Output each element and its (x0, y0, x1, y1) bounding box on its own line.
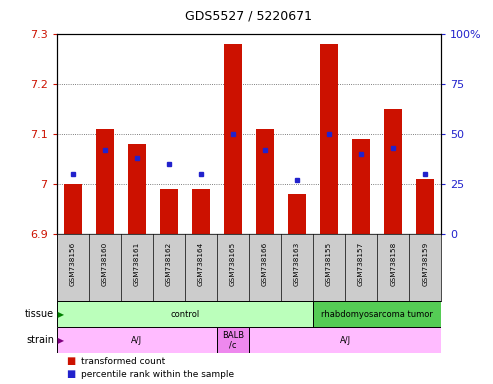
Text: control: control (170, 310, 200, 319)
Text: GSM738156: GSM738156 (70, 242, 76, 286)
Text: GSM738162: GSM738162 (166, 242, 172, 286)
Bar (57, 327, 217, 353)
Bar (352, 139, 370, 234)
Bar (217, 327, 249, 353)
Bar (160, 189, 177, 234)
Text: GSM738159: GSM738159 (422, 242, 428, 286)
Text: transformed count: transformed count (81, 357, 166, 366)
Text: BALB
/c: BALB /c (222, 331, 244, 350)
Text: percentile rank within the sample: percentile rank within the sample (81, 369, 235, 379)
Bar (313, 301, 441, 327)
Bar (256, 129, 274, 234)
Bar (64, 184, 81, 234)
Text: ▶: ▶ (55, 336, 64, 345)
Text: ■: ■ (67, 356, 79, 366)
Text: GSM738163: GSM738163 (294, 242, 300, 286)
Text: tissue: tissue (25, 309, 54, 319)
Text: GSM738158: GSM738158 (390, 242, 396, 286)
Text: GSM738164: GSM738164 (198, 242, 204, 286)
Bar (288, 194, 306, 234)
Text: GSM738165: GSM738165 (230, 242, 236, 286)
Text: GSM738160: GSM738160 (102, 242, 108, 286)
Bar (385, 109, 402, 234)
Bar (192, 189, 210, 234)
Text: strain: strain (26, 335, 54, 345)
Text: A/J: A/J (131, 336, 142, 345)
Text: A/J: A/J (340, 336, 351, 345)
Text: GSM738161: GSM738161 (134, 242, 140, 286)
Text: ■: ■ (67, 369, 79, 379)
Bar (57, 301, 313, 327)
Text: ▶: ▶ (55, 310, 64, 319)
Bar (128, 144, 145, 234)
Text: GSM738157: GSM738157 (358, 242, 364, 286)
Bar (96, 129, 113, 234)
Text: rhabdomyosarcoma tumor: rhabdomyosarcoma tumor (321, 310, 433, 319)
Bar (417, 179, 434, 234)
Bar (249, 327, 441, 353)
Bar (320, 44, 338, 234)
Text: GSM738155: GSM738155 (326, 242, 332, 286)
Bar (224, 44, 242, 234)
Text: GSM738166: GSM738166 (262, 242, 268, 286)
Text: GDS5527 / 5220671: GDS5527 / 5220671 (185, 10, 313, 23)
